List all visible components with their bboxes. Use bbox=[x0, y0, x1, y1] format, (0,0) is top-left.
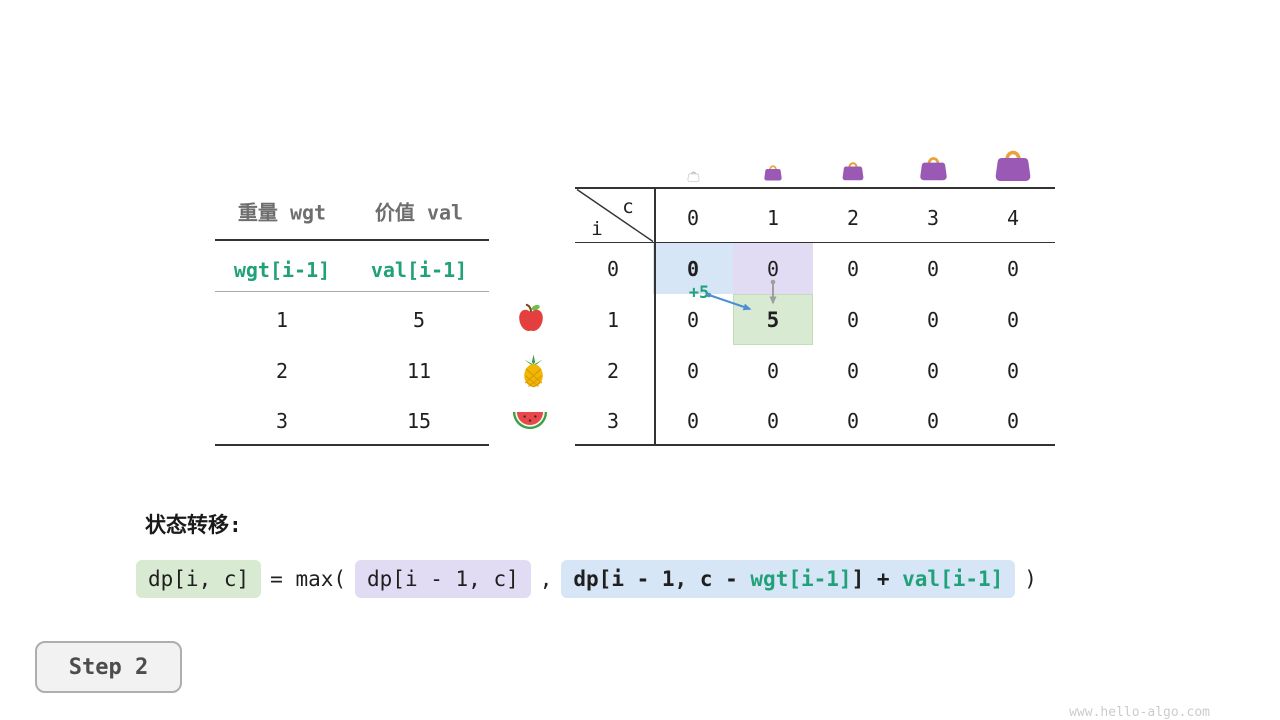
apple-icon bbox=[516, 302, 546, 334]
dp-cell-1-1: 5 bbox=[766, 308, 780, 332]
dp-cell-1-3: 0 bbox=[926, 308, 940, 332]
dp-row-header-3: 3 bbox=[606, 409, 620, 433]
item-1-value: 5 bbox=[412, 308, 426, 332]
item-3-weight: 3 bbox=[275, 409, 289, 433]
formula-term2-box: dp[i - 1, c - wgt[i-1]] + val[i-1] bbox=[561, 560, 1016, 598]
dp-cell-3-1: 0 bbox=[766, 409, 780, 433]
transition-gain-label: +5 bbox=[688, 283, 710, 303]
dp-corner-col-label: c bbox=[622, 196, 634, 218]
items-table-var-wgt: wgt[i-1] bbox=[233, 258, 331, 282]
formula-term2-prefix: dp[i - 1, c - bbox=[573, 567, 751, 591]
item-2-value: 11 bbox=[406, 359, 432, 383]
formula-lhs-box: dp[i, c] bbox=[136, 560, 262, 598]
dp-row-header-1: 1 bbox=[606, 308, 620, 332]
items-table-header-value: 价值 val bbox=[374, 200, 464, 225]
formula-comma: , bbox=[539, 567, 553, 591]
dp-table-bottom-rule bbox=[575, 444, 1055, 446]
dp-cell-1-0: 0 bbox=[686, 308, 700, 332]
dp-cell-2-3: 0 bbox=[926, 359, 940, 383]
dp-table-top-rule bbox=[575, 187, 1055, 189]
item-1-weight: 1 bbox=[275, 308, 289, 332]
dp-cell-3-4: 0 bbox=[1006, 409, 1020, 433]
dp-col-header-3: 3 bbox=[926, 206, 940, 230]
item-3-value: 15 bbox=[406, 409, 432, 433]
dp-cell-3-2: 0 bbox=[846, 409, 860, 433]
items-table-mid-rule bbox=[215, 291, 489, 292]
dp-cell-2-2: 0 bbox=[846, 359, 860, 383]
dp-table-vertical-rule bbox=[654, 187, 656, 446]
formula-equals-max: = max( bbox=[270, 567, 347, 591]
watermelon-icon bbox=[512, 409, 548, 433]
dp-cell-2-4: 0 bbox=[1006, 359, 1020, 383]
items-table-var-val: val[i-1] bbox=[370, 258, 468, 282]
dp-col-header-2: 2 bbox=[846, 206, 860, 230]
dp-cell-3-0: 0 bbox=[686, 409, 700, 433]
watermark: www.hello-algo.com bbox=[1069, 705, 1210, 720]
pineapple-icon bbox=[520, 352, 547, 389]
dp-col-header-4: 4 bbox=[1006, 206, 1020, 230]
dp-table-header-rule bbox=[575, 242, 1055, 243]
bag-xlarge-icon bbox=[993, 144, 1033, 182]
items-table-top-rule bbox=[215, 239, 489, 241]
dp-row-header-0: 0 bbox=[606, 257, 620, 281]
dp-cell-1-2: 0 bbox=[846, 308, 860, 332]
dp-cell-1-4: 0 bbox=[1006, 308, 1020, 332]
dp-cell-highlight-source-blue bbox=[653, 243, 733, 294]
formula-term1-box: dp[i - 1, c] bbox=[355, 560, 531, 598]
dp-cell-2-1: 0 bbox=[766, 359, 780, 383]
dp-cell-0-2: 0 bbox=[846, 257, 860, 281]
corner-diagonal-line bbox=[576, 188, 654, 243]
dp-cell-2-0: 0 bbox=[686, 359, 700, 383]
bag-medium-icon bbox=[841, 158, 865, 181]
step-badge: Step 2 bbox=[35, 641, 182, 693]
formula-term2-mid: ] + bbox=[851, 567, 903, 591]
dp-row-header-2: 2 bbox=[606, 359, 620, 383]
bag-large-icon bbox=[918, 152, 949, 181]
dp-col-header-1: 1 bbox=[766, 206, 780, 230]
item-2-weight: 2 bbox=[275, 359, 289, 383]
dp-cell-0-0: 0 bbox=[686, 257, 700, 281]
items-table-bottom-rule bbox=[215, 444, 489, 446]
formula-term2-wgt: wgt[i-1] bbox=[750, 567, 852, 591]
dp-col-header-0: 0 bbox=[686, 206, 700, 230]
formula-close-paren: ) bbox=[1024, 567, 1037, 591]
bag-small-icon bbox=[763, 162, 783, 181]
state-transition-formula: dp[i, c] = max( dp[i - 1, c] , dp[i - 1,… bbox=[136, 560, 1046, 598]
items-table-header-weight: 重量 wgt bbox=[237, 200, 327, 225]
dp-cell-0-4: 0 bbox=[1006, 257, 1020, 281]
dp-cell-0-3: 0 bbox=[926, 257, 940, 281]
bag-tiny-gray-icon bbox=[687, 169, 700, 182]
dp-corner-row-label: i bbox=[591, 218, 603, 240]
dp-cell-0-1: 0 bbox=[766, 257, 780, 281]
state-transition-label: 状态转移: bbox=[145, 513, 242, 537]
formula-term2-val: val[i-1] bbox=[902, 567, 1004, 591]
dp-cell-3-3: 0 bbox=[926, 409, 940, 433]
